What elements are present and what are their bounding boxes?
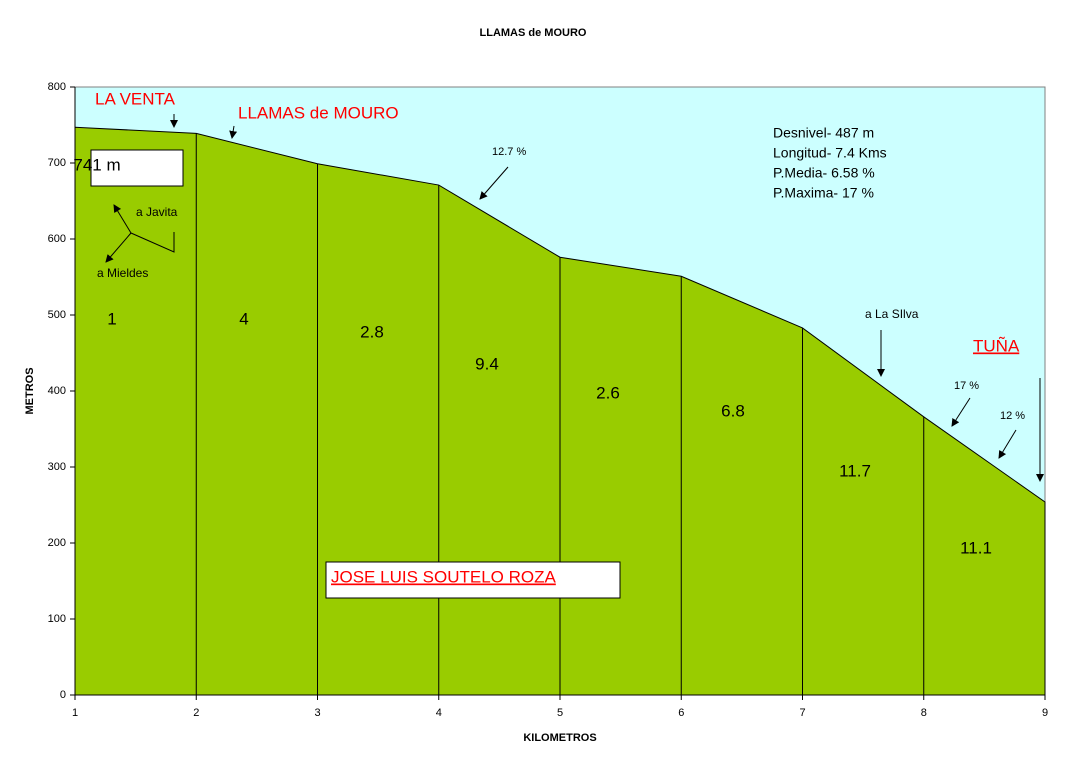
x-tick-label: 5 <box>557 707 563 719</box>
x-tick-label: 3 <box>314 707 320 719</box>
y-tick-label: 800 <box>48 81 66 93</box>
annotation: 12.7 % <box>492 146 526 158</box>
y-tick-label: 0 <box>60 689 66 701</box>
segment-label: 2.6 <box>596 383 620 402</box>
x-tick-label: 7 <box>799 707 805 719</box>
x-axis-label: KILOMETROS <box>523 732 596 744</box>
x-tick-label: 9 <box>1042 707 1048 719</box>
arrow <box>113 204 132 234</box>
segment-label: 11.7 <box>839 461 871 480</box>
x-tick-label: 6 <box>678 707 684 719</box>
annotation: a La SIlva <box>865 307 919 321</box>
segment-label: 11.1 <box>960 538 992 557</box>
annotation: 17 % <box>954 380 979 392</box>
segment-label: 4 <box>239 309 248 328</box>
y-tick-label: 600 <box>48 233 66 245</box>
annotation: LLAMAS de MOURO <box>238 103 399 122</box>
arrow <box>229 125 238 139</box>
x-tick-label: 1 <box>72 707 78 719</box>
y-tick-label: 100 <box>48 613 66 625</box>
annotation: P.Maxima- 17 % <box>773 185 874 201</box>
arrow <box>951 397 971 427</box>
y-tick-label: 400 <box>48 385 66 397</box>
annotation: 741 m <box>73 155 120 174</box>
arrow <box>479 166 509 200</box>
x-tick-label: 8 <box>921 707 927 719</box>
annotation: LA VENTA <box>95 89 176 108</box>
y-axis-label: METROS <box>24 367 36 414</box>
y-tick-label: 300 <box>48 461 66 473</box>
y-tick-label: 500 <box>48 309 66 321</box>
x-tick-label: 2 <box>193 707 199 719</box>
annotation: P.Media- 6.58 % <box>773 165 875 181</box>
segment-label: 9.4 <box>475 354 499 373</box>
road <box>130 232 175 253</box>
annotation: Desnivel- 487 m <box>773 125 874 141</box>
y-tick-label: 200 <box>48 537 66 549</box>
segment-label: 1 <box>107 309 116 328</box>
x-tick-label: 4 <box>436 707 442 719</box>
label-box <box>325 561 621 599</box>
arrow <box>998 429 1017 459</box>
arrow <box>105 232 132 263</box>
annotation: Longitud- 7.4 Kms <box>773 145 887 161</box>
segment-label: 6.8 <box>721 401 745 420</box>
label-box <box>90 149 184 187</box>
annotation: 12 % <box>1000 410 1025 422</box>
segment-label: 2.8 <box>360 322 384 341</box>
annotation: JOSE LUIS SOUTELO ROZA <box>331 567 556 586</box>
chart-title: LLAMAS de MOURO <box>480 27 587 39</box>
annotation: TUÑA <box>973 336 1020 355</box>
annotation: a Javita <box>136 205 178 219</box>
y-tick-label: 700 <box>48 157 66 169</box>
annotation: a Mieldes <box>97 266 148 280</box>
